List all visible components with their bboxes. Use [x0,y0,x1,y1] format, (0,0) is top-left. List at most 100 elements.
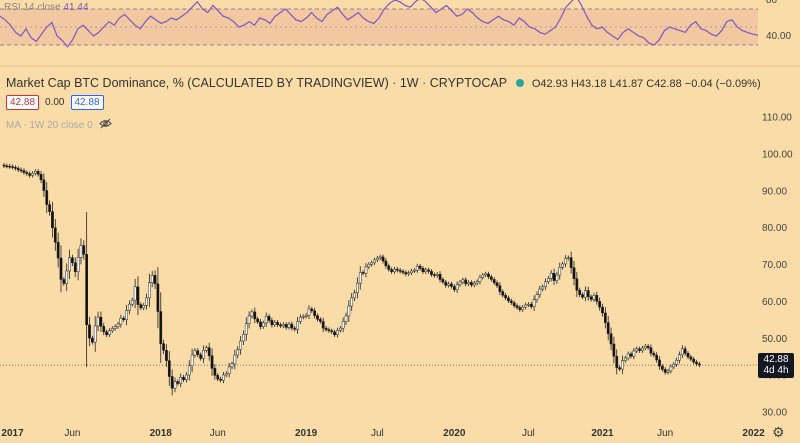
candle-body [336,330,339,336]
candle-body [472,282,476,286]
candle-body [88,324,91,339]
candle-body [316,315,319,320]
candle-body [262,322,265,327]
candle-body [484,273,487,276]
candle-body [142,305,146,309]
interval-label[interactable]: 1W [399,76,419,90]
candle-body [42,179,46,191]
candle-body [324,327,328,330]
candle-body [193,350,197,356]
candle-body [598,300,601,308]
candle-body [478,276,482,282]
market-status-icon[interactable] [516,79,525,87]
candle-body [609,333,613,345]
candle-body [398,269,402,272]
candle-body [572,267,576,279]
candle-body [85,254,89,326]
x-tick-label: Jun [657,428,673,439]
candle-body [76,257,80,272]
candle-body [36,171,40,175]
candle-body [632,350,636,357]
candle-body [153,275,157,285]
candle-body [105,331,108,336]
candle-body [313,310,316,316]
candle-body [230,363,234,368]
candle-body [481,274,485,278]
rsi-legend[interactable]: RSI 14 close 41.44 [4,2,89,13]
spread-value: 0.00 [45,97,65,108]
candle-body [290,323,294,329]
candle-body [125,310,128,320]
candle-body [643,345,647,349]
candle-body [233,354,237,365]
y-tick-label: 70.00 [762,260,787,271]
candle-body [655,354,658,361]
candle-body [244,323,248,335]
candle-body [187,365,191,376]
y-tick-label: 80.00 [762,223,787,234]
gear-icon[interactable]: ⚙ [772,424,785,440]
candle-body [515,305,519,308]
eye-off-icon[interactable] [98,118,112,132]
candle-body [279,324,282,327]
candle-body [270,320,274,326]
candle-body [541,286,544,290]
candle-body [190,354,194,367]
candle-body [338,327,342,331]
candle-body [150,275,154,284]
candle-body [148,282,151,299]
candle-body [28,173,31,176]
candle-body [347,305,351,317]
candle-body [327,329,331,331]
candle-body [393,268,396,272]
y-tick-label: 100.00 [762,149,793,160]
candle-body [227,366,231,374]
candle-body [524,304,527,308]
candle-body [658,359,661,367]
candle-body [173,381,177,389]
candle-body [53,227,57,243]
candle-body [529,303,533,308]
candle-body [162,343,165,351]
last-price-tag: 42.88 4d 4h [758,353,794,379]
candle-body [589,296,593,300]
symbol-title[interactable]: Market Cap BTC Dominance, % (CALCULATED … [6,76,389,90]
candle-body [73,262,77,272]
candle-body [210,355,214,369]
candle-body [490,276,493,280]
candle-body [364,266,368,274]
last-price-value: 42.88 [763,354,789,366]
candle-body [79,245,83,258]
candle-body [99,316,103,327]
candle-body [224,373,228,376]
trade-boxes: 42.88 0.00 42.88 [6,95,104,110]
x-tick-label: Jun [210,428,226,439]
sell-price-box[interactable]: 42.88 [6,95,40,110]
candle-body [213,368,217,376]
candle-body [672,364,676,368]
candle-body [219,378,222,381]
rsi-legend-label: RSI 14 close [4,2,61,13]
candle-body [2,164,6,167]
candle-body [119,317,123,325]
candle-body [267,316,271,321]
candle-body [492,279,496,284]
buy-price-box[interactable]: 42.88 [70,95,104,110]
candle-body [321,321,325,329]
x-tick-label: 2021 [591,428,614,439]
candle-body [470,282,473,286]
candle-body [498,285,502,292]
candle-body [110,328,114,331]
candle-body [182,376,185,381]
y-tick-label: 110.00 [762,113,792,124]
candle-body [507,297,510,302]
candle-body [116,323,120,327]
ma-legend[interactable]: MA · 1W 20 close 0 [6,118,112,132]
candle-body [5,165,9,168]
candle-body [256,318,259,323]
candle-body [458,281,462,285]
candle-body [552,272,556,281]
time-axis[interactable]: 2017 Jun 2018 Jun 2019 Jul 2020 Jul 2021 Jun 2022 [1,428,765,439]
candle-body [381,256,385,262]
